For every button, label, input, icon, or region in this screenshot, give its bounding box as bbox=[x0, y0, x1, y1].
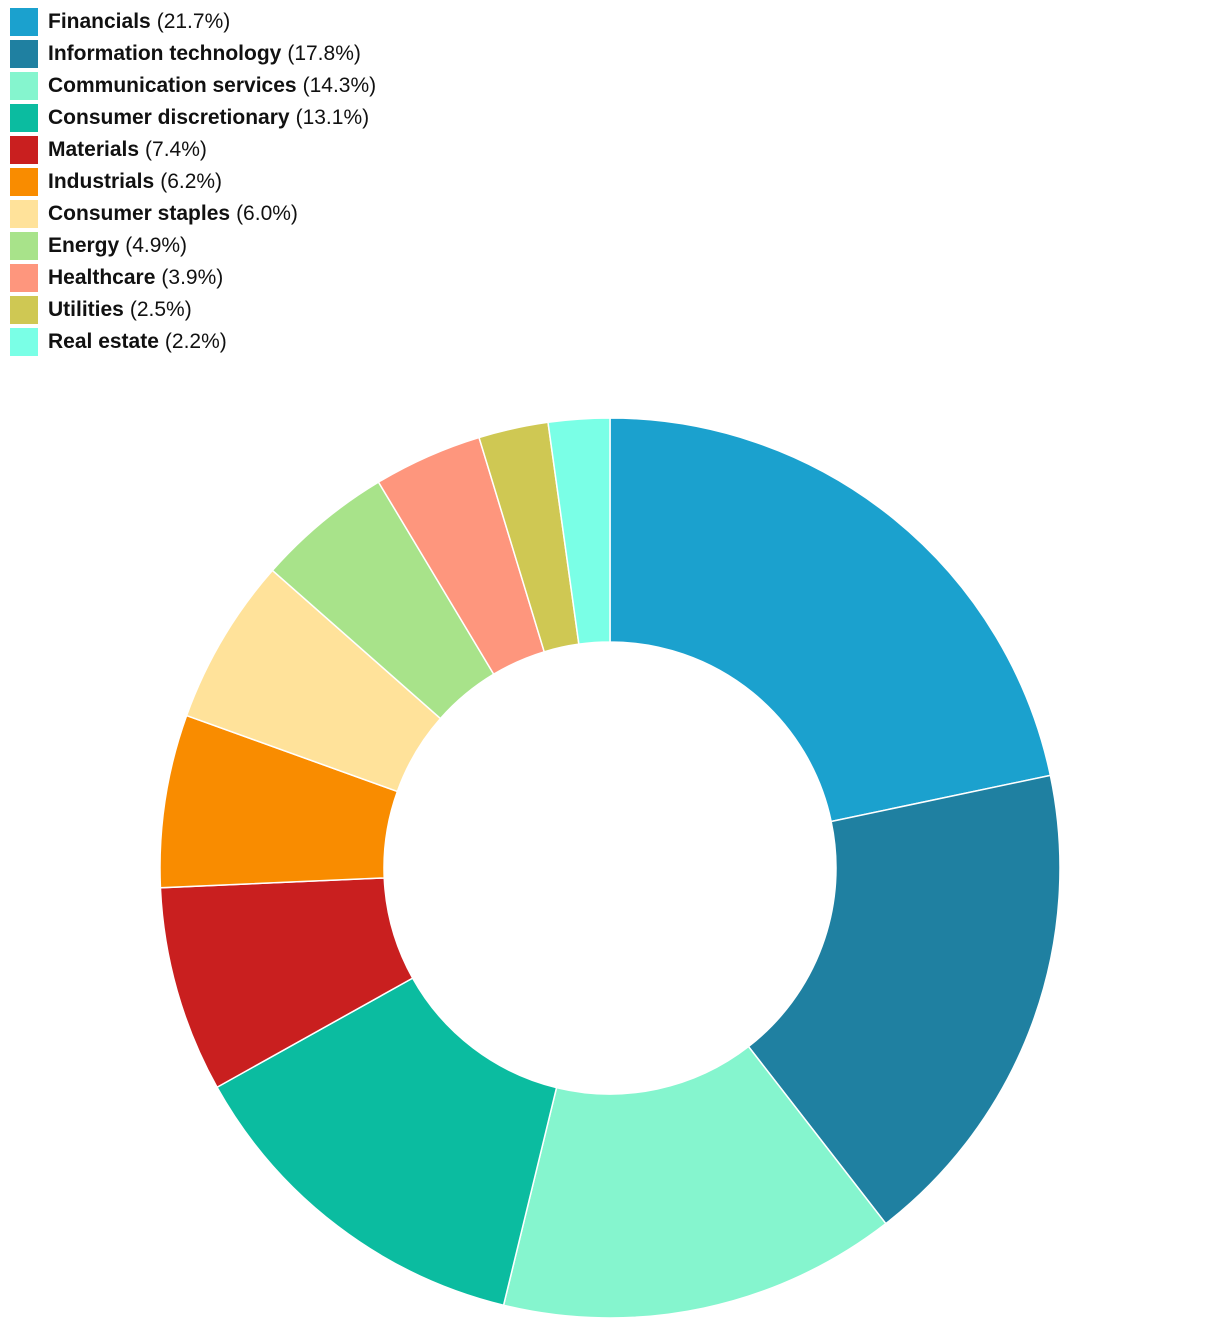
legend-item: Materials (7.4%) bbox=[10, 134, 376, 166]
legend-swatch bbox=[10, 104, 38, 132]
legend-percent: (14.3%) bbox=[302, 74, 377, 97]
legend-item: Financials (21.7%) bbox=[10, 6, 376, 38]
legend-swatch bbox=[10, 40, 38, 68]
legend-swatch bbox=[10, 168, 38, 196]
legend-label: Industrials bbox=[48, 170, 155, 193]
donut-slices bbox=[159, 417, 1061, 1319]
legend-item: Communication services (14.3%) bbox=[10, 70, 376, 102]
legend-label: Materials bbox=[48, 138, 140, 161]
legend-percent: (4.9%) bbox=[125, 234, 188, 257]
legend-swatch bbox=[10, 72, 38, 100]
legend-item: Consumer discretionary (13.1%) bbox=[10, 102, 376, 134]
legend-item: Industrials (6.2%) bbox=[10, 166, 376, 198]
legend-swatch bbox=[10, 232, 38, 260]
legend-percent: (17.8%) bbox=[287, 42, 361, 65]
legend-percent: (2.2%) bbox=[164, 330, 227, 353]
legend-item: Information technology (17.8%) bbox=[10, 38, 376, 70]
legend-label: Real estate bbox=[48, 330, 159, 353]
legend-percent: (3.9%) bbox=[161, 266, 224, 289]
legend-swatch bbox=[10, 8, 38, 36]
legend-swatch bbox=[10, 296, 38, 324]
legend-label: Utilities bbox=[48, 298, 124, 321]
donut-slice bbox=[216, 977, 558, 1307]
legend-label: Financials bbox=[48, 10, 151, 33]
legend-label: Energy bbox=[48, 234, 120, 257]
legend-percent: (6.2%) bbox=[160, 170, 223, 193]
legend-item: Real estate (2.2%) bbox=[10, 326, 376, 358]
legend-label: Healthcare bbox=[48, 266, 156, 289]
donut-slice bbox=[747, 774, 1061, 1225]
donut-slice bbox=[502, 1045, 887, 1319]
legend-swatch bbox=[10, 328, 38, 356]
donut-slice bbox=[547, 417, 611, 646]
legend-label: Communication services bbox=[48, 74, 297, 97]
legend-percent: (21.7%) bbox=[156, 10, 231, 33]
chart-legend: Financials (21.7%) Information technology(… bbox=[10, 6, 376, 358]
legend-percent: (2.5%) bbox=[129, 298, 192, 321]
legend-percent: (13.1%) bbox=[295, 106, 370, 129]
legend-label: Consumer discretionary bbox=[48, 106, 290, 129]
legend-item: Healthcare (3.9%) bbox=[10, 262, 376, 294]
donut-slice bbox=[609, 417, 1052, 823]
legend-swatch bbox=[10, 136, 38, 164]
legend-swatch bbox=[10, 200, 38, 228]
legend-swatch bbox=[10, 264, 38, 292]
legend-label: Consumer staples bbox=[48, 202, 231, 225]
legend-percent: (7.4%) bbox=[145, 138, 207, 161]
legend-item: Utilities (2.5%) bbox=[10, 294, 376, 326]
legend-item: Consumer staples (6.0%) bbox=[10, 198, 376, 230]
legend-percent: (6.0%) bbox=[236, 202, 298, 225]
legend-label: Information technology bbox=[48, 42, 282, 65]
legend-item: Energy (4.9%) bbox=[10, 230, 376, 262]
